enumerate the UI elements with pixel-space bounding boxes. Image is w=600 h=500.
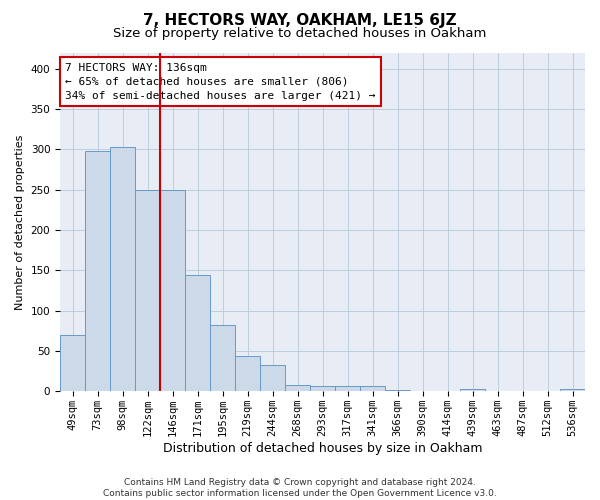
Bar <box>160 190 185 392</box>
Bar <box>260 366 285 392</box>
X-axis label: Distribution of detached houses by size in Oakham: Distribution of detached houses by size … <box>163 442 482 455</box>
Text: 7, HECTORS WAY, OAKHAM, LE15 6JZ: 7, HECTORS WAY, OAKHAM, LE15 6JZ <box>143 12 457 28</box>
Bar <box>110 147 135 392</box>
Text: Contains HM Land Registry data © Crown copyright and database right 2024.
Contai: Contains HM Land Registry data © Crown c… <box>103 478 497 498</box>
Bar <box>385 390 410 392</box>
Bar <box>60 335 85 392</box>
Bar <box>360 386 385 392</box>
Bar <box>310 386 335 392</box>
Bar <box>185 275 210 392</box>
Bar <box>235 356 260 392</box>
Bar <box>560 389 585 392</box>
Bar <box>85 151 110 392</box>
Bar <box>210 325 235 392</box>
Text: Size of property relative to detached houses in Oakham: Size of property relative to detached ho… <box>113 28 487 40</box>
Text: 7 HECTORS WAY: 136sqm
← 65% of detached houses are smaller (806)
34% of semi-det: 7 HECTORS WAY: 136sqm ← 65% of detached … <box>65 62 376 100</box>
Bar <box>135 190 160 392</box>
Bar <box>285 385 310 392</box>
Y-axis label: Number of detached properties: Number of detached properties <box>15 134 25 310</box>
Bar <box>460 389 485 392</box>
Bar <box>335 386 360 392</box>
